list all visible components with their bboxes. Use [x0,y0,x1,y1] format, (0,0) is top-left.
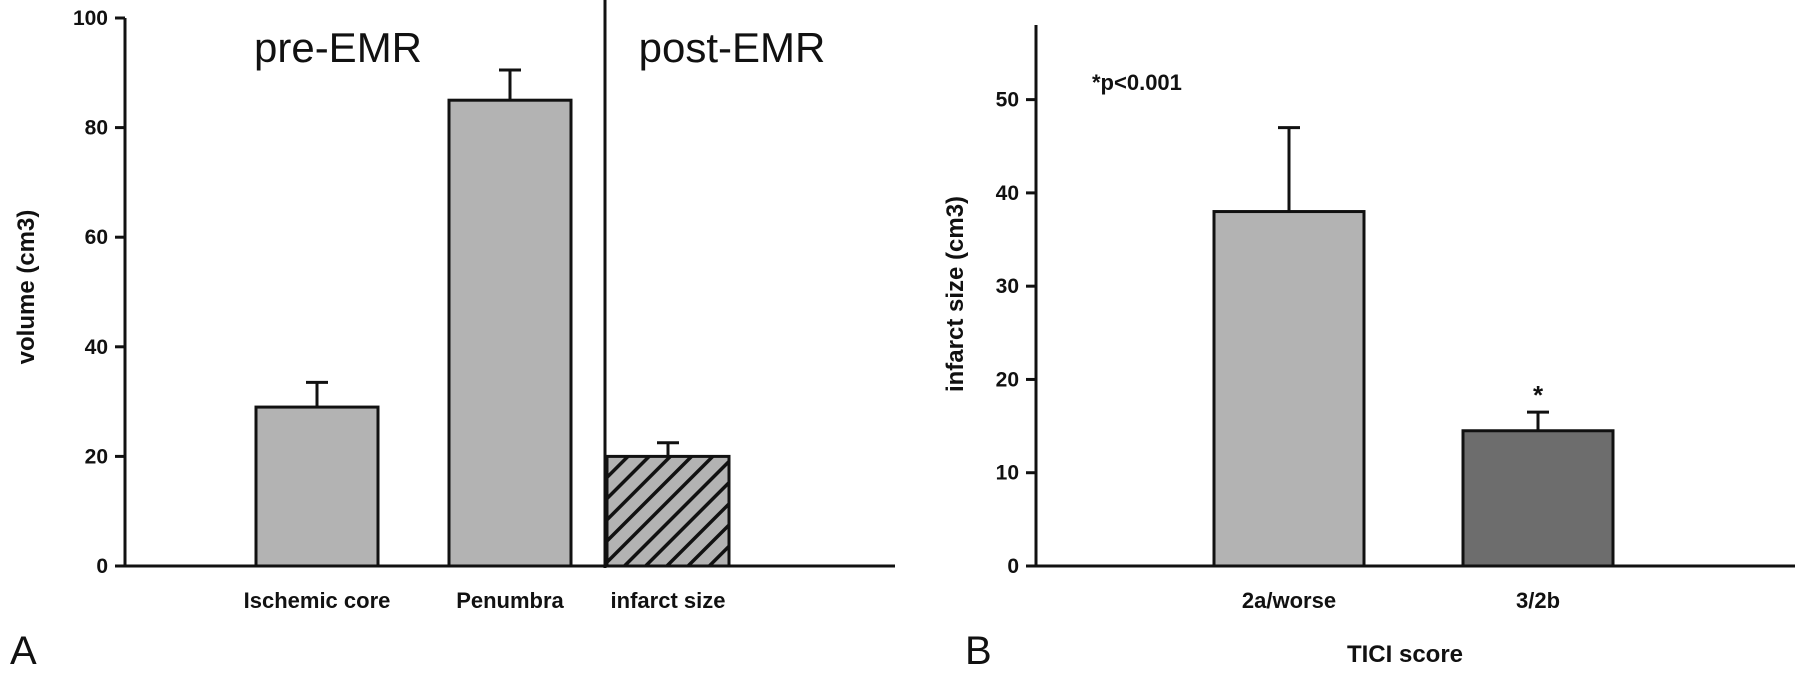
y-tick-label: 80 [85,117,108,140]
y-tick-label: 30 [996,275,1019,298]
panel-label-b: B [965,629,992,673]
significance-star: * [1533,380,1544,410]
panel-b-chart: *p<0.001 infarct size (cm3) TICI score B… [942,25,1795,673]
y-axis-label-b: infarct size (cm3) [942,196,969,392]
y-tick-label: 10 [996,462,1019,485]
y-tick-label: 100 [73,7,108,30]
bar-infarct-size [605,454,731,568]
section-label-pre: pre-EMR [254,24,422,71]
y-axis-label-a: volume (cm3) [13,210,40,365]
bar-ischemic-core [254,405,380,568]
y-tick-label: 0 [1007,555,1019,578]
bar-penumbra [447,98,573,568]
category-label: infarct size [611,588,726,613]
y-tick-label: 40 [85,336,108,359]
category-label: 2a/worse [1242,588,1336,613]
category-label: 3/2b [1516,588,1560,613]
bar-2a-worse [1212,210,1366,568]
y-tick-label: 20 [85,445,108,468]
x-axis-label-b: TICI score [1347,641,1463,668]
bar-3-2b [1461,429,1615,568]
significance-note: *p<0.001 [1092,70,1182,95]
y-tick-label: 40 [996,182,1019,205]
panel-label-a: A [10,629,37,673]
y-tick-label: 50 [996,89,1019,112]
panel-a-chart: pre-EMR post-EMR volume (cm3) A 0 20 40 60 8… [10,0,895,673]
category-label: Ischemic core [244,588,391,613]
y-tick-label: 60 [85,226,108,249]
y-tick-label: 0 [96,555,108,578]
category-label: Penumbra [456,588,564,613]
section-label-post: post-EMR [639,24,826,71]
y-tick-label: 20 [996,368,1019,391]
